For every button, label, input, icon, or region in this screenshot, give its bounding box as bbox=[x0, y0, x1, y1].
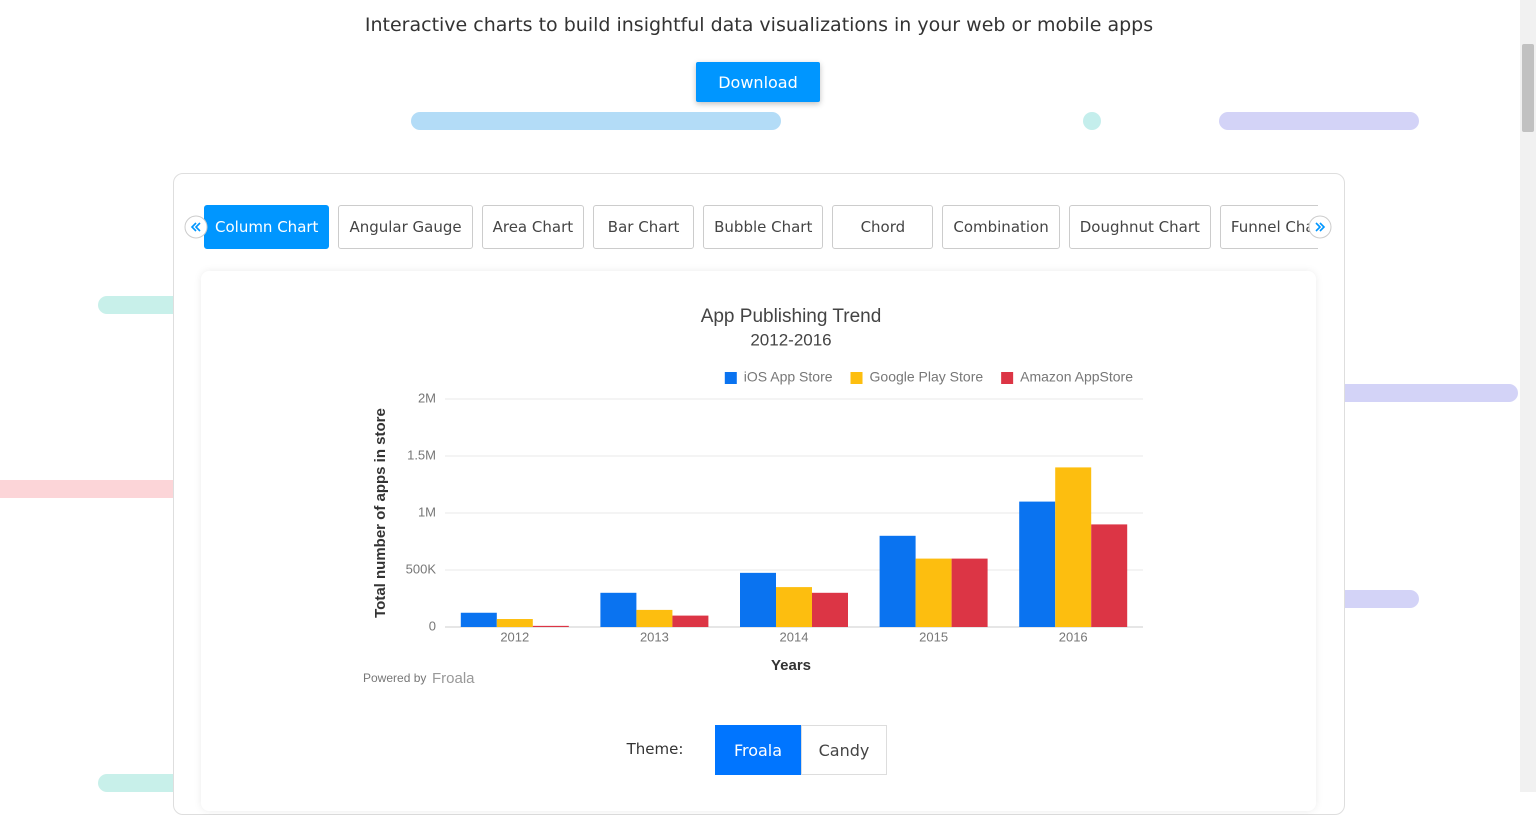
legend-label: iOS App Store bbox=[744, 369, 833, 385]
decor bbox=[1083, 112, 1101, 130]
chart-title: App Publishing Trend bbox=[701, 306, 882, 327]
legend-swatch bbox=[724, 372, 737, 384]
theme-option[interactable]: Candy bbox=[801, 725, 887, 775]
legend-swatch bbox=[850, 372, 863, 384]
chart-tab[interactable]: Angular Gauge bbox=[338, 205, 473, 249]
chart-tab[interactable]: Combination bbox=[942, 205, 1060, 249]
chart-panel bbox=[201, 271, 1316, 811]
bar bbox=[672, 615, 709, 627]
bar bbox=[812, 592, 848, 627]
x-tick-label: 2012 bbox=[500, 629, 529, 644]
chart-tab[interactable]: Doughnut Chart bbox=[1068, 205, 1211, 249]
bar bbox=[460, 612, 497, 627]
chart: App Publishing Trend 2012-2016 Years Tot… bbox=[363, 306, 1143, 687]
headline: Interactive charts to build insightful d… bbox=[364, 14, 1154, 36]
bar bbox=[532, 625, 569, 627]
next-arrow[interactable] bbox=[1308, 215, 1332, 239]
bar bbox=[1055, 467, 1092, 627]
decor bbox=[0, 480, 190, 498]
bar bbox=[600, 592, 637, 627]
bar bbox=[496, 619, 533, 627]
chart-tab[interactable]: Chord bbox=[832, 205, 934, 249]
bar bbox=[740, 572, 776, 627]
y-tick-label: 1M bbox=[418, 504, 436, 519]
y-tick-label: 500K bbox=[406, 561, 437, 576]
bar bbox=[879, 535, 916, 627]
chart-tab[interactable]: Funnel Chart bbox=[1219, 205, 1318, 249]
powered-by: Powered by bbox=[363, 671, 426, 685]
chart-tab[interactable]: Bubble Chart bbox=[703, 205, 824, 249]
y-axis-title: Total number of apps in store bbox=[372, 408, 389, 618]
brand: Froala bbox=[432, 670, 475, 687]
tab-bar: Column Chart Angular Gauge Area Chart Bar C… bbox=[204, 205, 1318, 251]
scrollbar-thumb bbox=[1522, 44, 1534, 132]
bar bbox=[776, 587, 812, 627]
chart-subtitle: 2012-2016 bbox=[750, 330, 831, 349]
legend-label: Amazon AppStore bbox=[1020, 369, 1133, 385]
bar bbox=[951, 558, 988, 627]
theme-option[interactable]: Froala bbox=[715, 725, 801, 775]
x-tick-label: 2016 bbox=[1059, 629, 1088, 644]
download-button[interactable]: Download bbox=[696, 62, 820, 102]
legend-label: Google Play Store bbox=[870, 369, 984, 385]
decor bbox=[411, 112, 781, 130]
chart-tab[interactable]: Bar Chart bbox=[593, 205, 695, 249]
bar bbox=[1019, 501, 1056, 627]
x-tick-label: 2014 bbox=[780, 629, 809, 644]
y-tick-label: 1.5M bbox=[407, 447, 436, 462]
decor bbox=[1219, 112, 1419, 130]
decor bbox=[1320, 384, 1518, 402]
x-tick-label: 2013 bbox=[640, 629, 669, 644]
x-axis-title: Years bbox=[771, 657, 811, 674]
bar bbox=[915, 558, 952, 627]
chart-tab[interactable]: Area Chart bbox=[481, 205, 585, 249]
y-tick-label: 2M bbox=[418, 390, 436, 405]
chart-tab[interactable]: Column Chart bbox=[204, 205, 330, 249]
bar bbox=[636, 609, 673, 627]
x-tick-label: 2015 bbox=[919, 629, 948, 644]
theme-label: Theme: bbox=[626, 740, 684, 758]
scrollbar bbox=[1520, 0, 1536, 792]
legend-swatch bbox=[1001, 372, 1014, 384]
y-tick-label: 0 bbox=[429, 618, 436, 633]
bar bbox=[1091, 524, 1128, 627]
prev-arrow[interactable] bbox=[184, 215, 208, 239]
